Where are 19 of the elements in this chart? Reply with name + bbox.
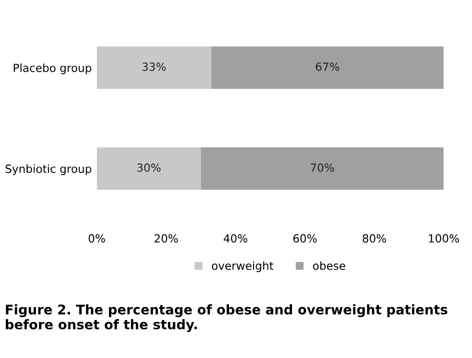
bar bbox=[96, 147, 201, 190]
legend-label: obese bbox=[313, 261, 346, 270]
y-tick-label: Placebo group bbox=[14, 63, 92, 74]
x-tick-label: 100% bbox=[429, 234, 459, 243]
x-tick-label: 0% bbox=[88, 234, 105, 243]
x-tick-label: 60% bbox=[293, 234, 317, 243]
data-label: 70% bbox=[310, 163, 334, 172]
bar bbox=[200, 147, 444, 190]
bar bbox=[96, 46, 212, 89]
legend-label: overweight bbox=[212, 261, 274, 272]
bar bbox=[211, 46, 444, 89]
x-tick-label: 20% bbox=[154, 234, 178, 243]
caption: Figure 2. The percentage of obese and overweight patients before onset of the study. bbox=[6, 304, 448, 332]
data-label: 33% bbox=[142, 62, 166, 71]
data-label: 30% bbox=[137, 163, 161, 172]
data-label: 67% bbox=[316, 62, 340, 71]
x-tick-label: 80% bbox=[362, 234, 386, 243]
x-tick-label: 40% bbox=[224, 234, 248, 243]
y-tick-label: Synbiotic group bbox=[6, 164, 92, 176]
